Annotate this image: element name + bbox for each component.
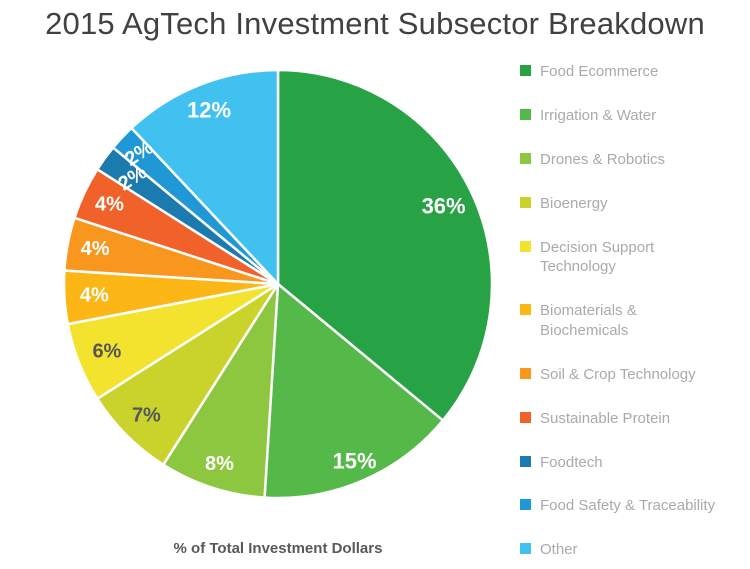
pie-slice-value-label: 7% xyxy=(132,405,161,427)
pie-slice-value-label: 4% xyxy=(81,238,110,260)
legend-item-drones-robotics: Drones & Robotics xyxy=(520,150,738,170)
legend-item-food-safety-traceability: Food Safety & Traceability xyxy=(520,496,738,516)
pie-slice-value-label: 36% xyxy=(422,194,466,219)
pie-slice-value-label: 15% xyxy=(332,448,376,473)
legend-item-bioenergy: Bioenergy xyxy=(520,194,738,214)
legend-swatch xyxy=(520,196,531,208)
legend-label: Foodtech xyxy=(540,453,603,471)
legend-label: Decision Support Technology xyxy=(540,238,655,276)
pie-slice-food-ecommerce xyxy=(276,68,494,422)
pie-slice-other xyxy=(130,68,280,286)
axis-caption: % of Total Investment Dollars xyxy=(173,540,383,557)
legend-swatch xyxy=(520,367,531,379)
legend-item-sustainable-protein: Sustainable Protein xyxy=(520,409,738,429)
pie-slice-value-label: 6% xyxy=(92,341,121,363)
legend-label: Drones & Robotics xyxy=(540,150,666,168)
pie-slice-irrigation-water xyxy=(263,282,445,500)
legend-swatch xyxy=(520,543,531,555)
legend-swatch xyxy=(520,152,531,164)
legend-swatch xyxy=(520,411,531,423)
legend-label: Bioenergy xyxy=(540,194,608,212)
pie-slice-drones-robotics xyxy=(162,282,280,499)
legend-item-food-ecommerce: Food Ecommerce xyxy=(520,62,738,82)
pie-slice-value-label: 4% xyxy=(95,194,124,216)
legend: Food Ecommerce Irrigation & Water Drones &… xyxy=(520,62,738,560)
legend-swatch xyxy=(520,499,531,511)
legend-item-foodtech: Foodtech xyxy=(520,453,738,473)
legend-swatch xyxy=(520,108,531,120)
legend-item-other: Other xyxy=(520,540,738,560)
pie-slice-value-label: 8% xyxy=(205,453,234,475)
legend-item-irrigation-water: Irrigation & Water xyxy=(520,106,738,126)
legend-swatch xyxy=(520,240,531,252)
legend-label: Biomaterials & Biochemicals xyxy=(540,302,637,339)
legend-item-soil-crop-technology: Soil & Crop Technology xyxy=(520,365,738,385)
legend-label: Food Safety & Traceability xyxy=(540,497,716,515)
pie-slice-value-label: 12% xyxy=(187,97,231,122)
legend-swatch xyxy=(520,65,531,76)
legend-label: Food Ecommerce xyxy=(540,63,659,80)
legend-label: Soil & Crop Technology xyxy=(540,365,696,383)
pie-slice-value-label: 4% xyxy=(80,285,109,307)
legend-label: Other xyxy=(540,541,578,559)
legend-item-decision-support-technology: Decision Support Technology xyxy=(520,238,738,277)
chart-title: 2015 AgTech Investment Subsector Breakdo… xyxy=(45,6,705,41)
legend-item-biomaterials-biochemicals: Biomaterials & Biochemicals xyxy=(520,301,738,340)
legend-label: Sustainable Protein xyxy=(540,409,671,427)
legend-swatch xyxy=(520,304,531,316)
legend-swatch xyxy=(520,455,531,467)
legend-label: Irrigation & Water xyxy=(540,106,657,124)
